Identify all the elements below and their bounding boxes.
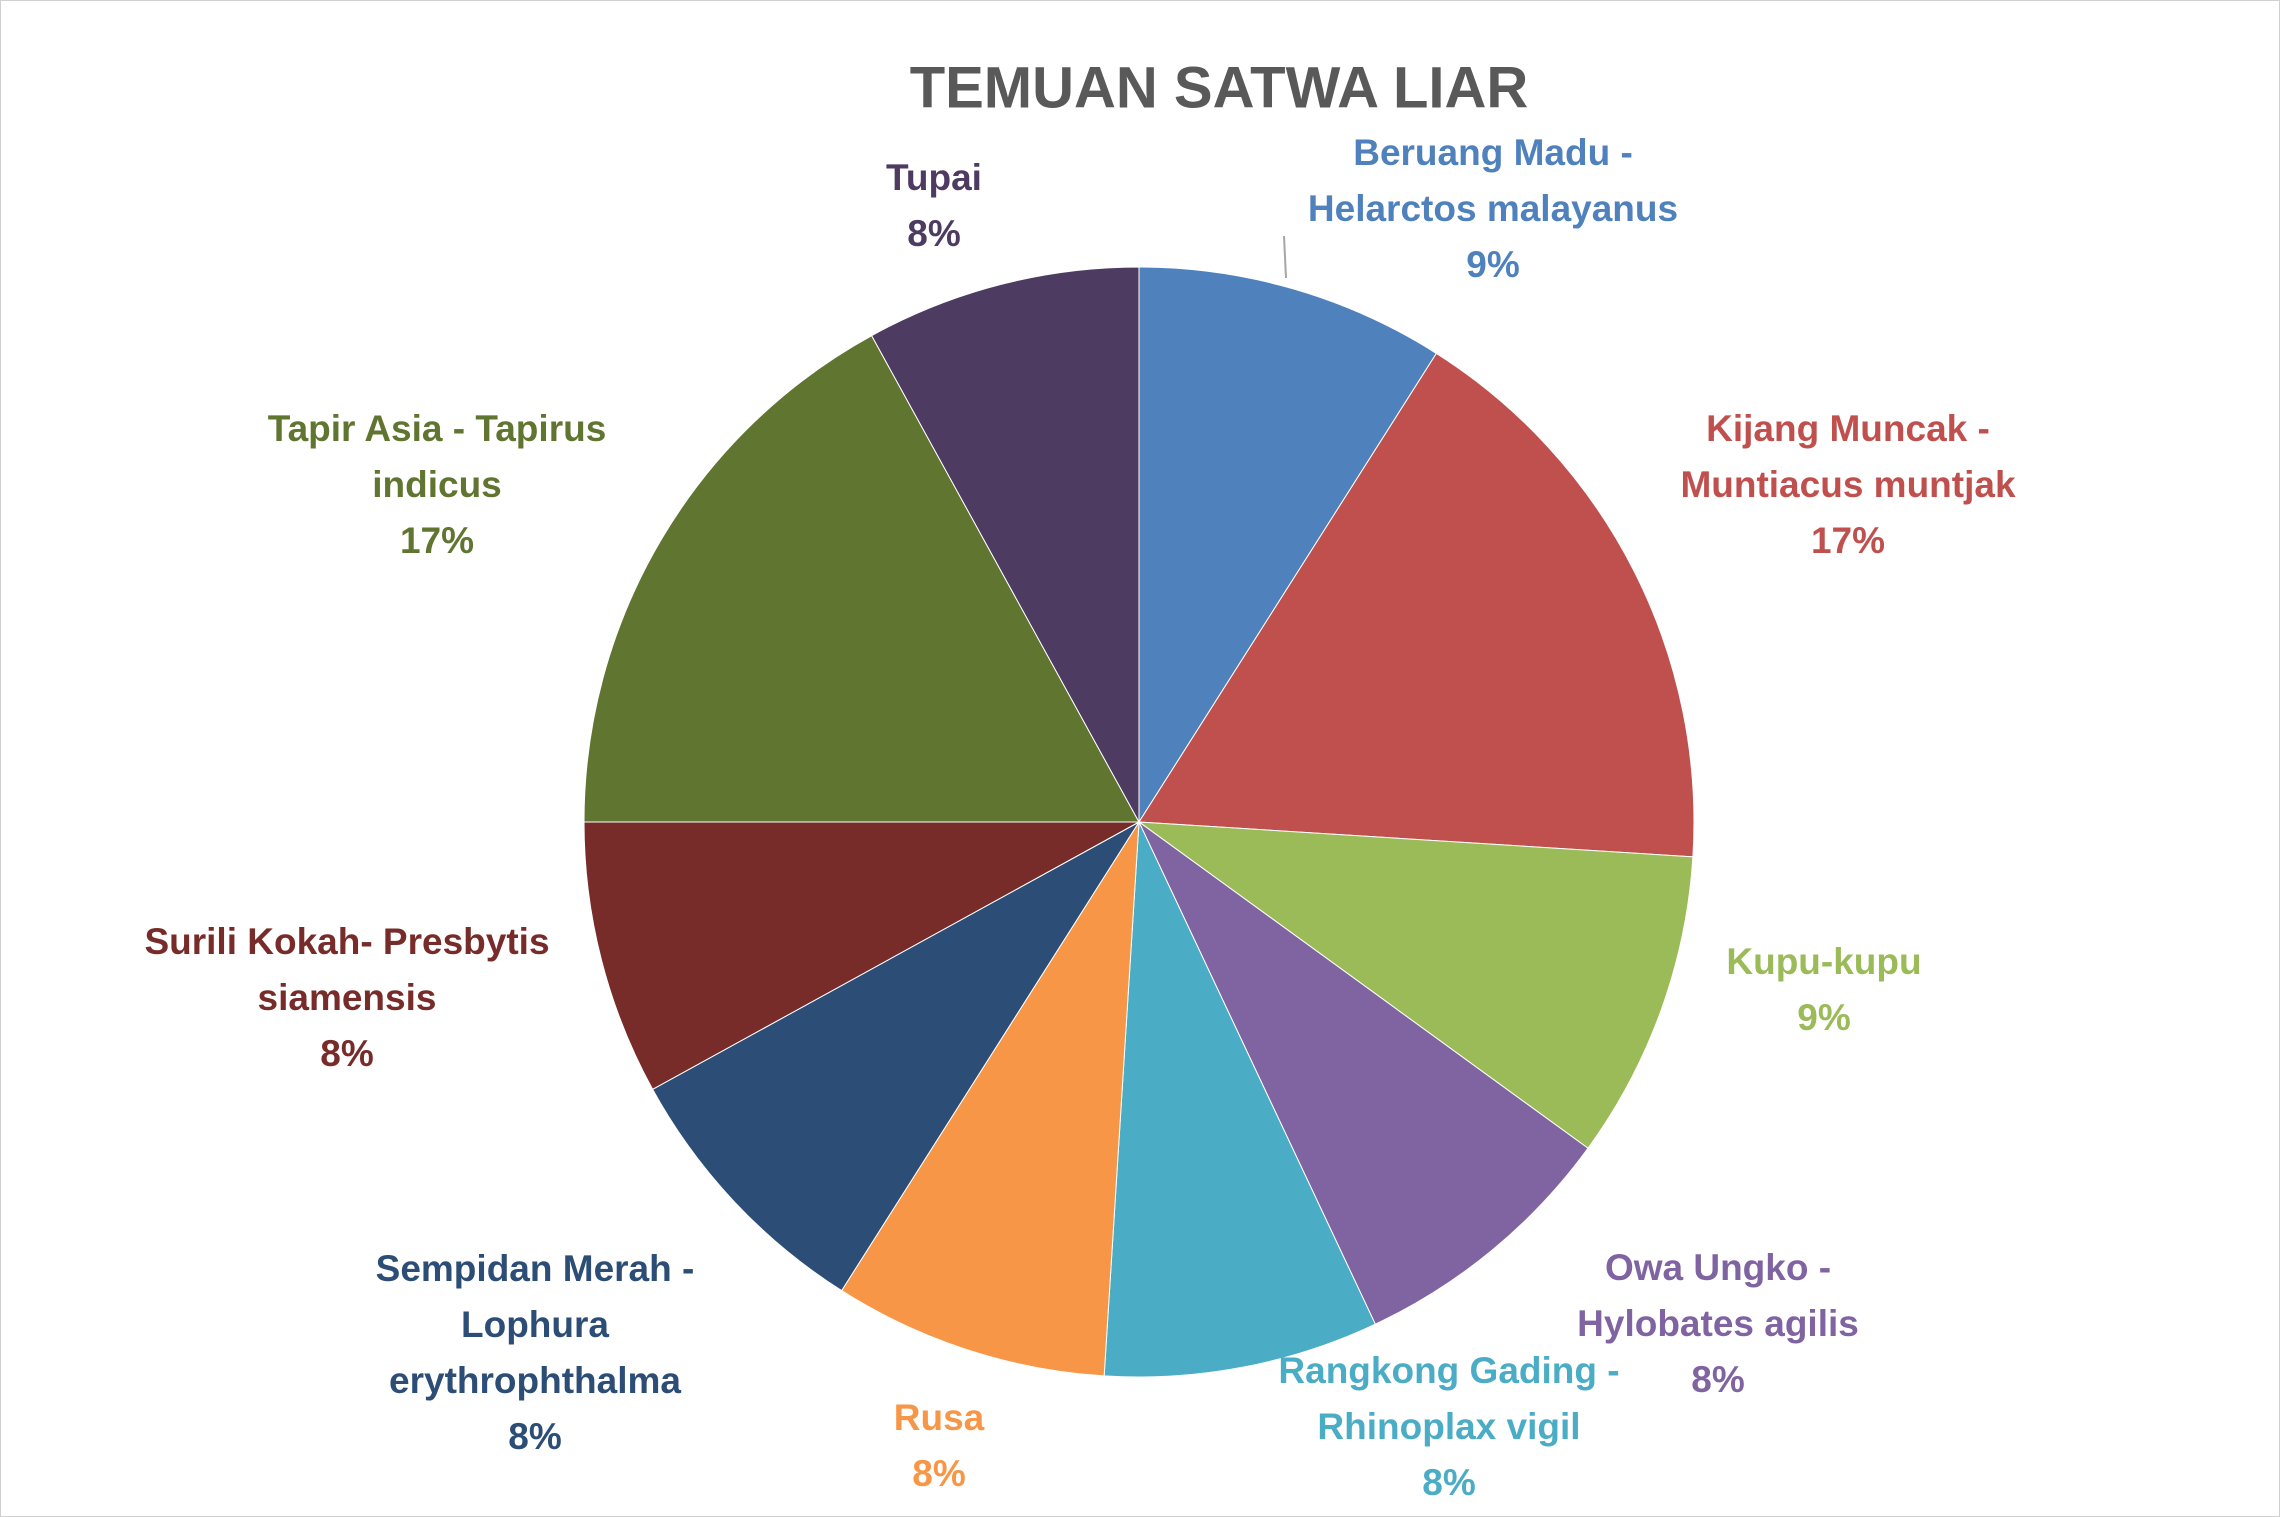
pie-slice [1138, 266, 1438, 824]
pie-slice [1138, 352, 1695, 858]
value-label: 17% [399, 520, 475, 561]
value-label: 8% [1422, 1462, 1476, 1503]
value-label: 17% [1810, 520, 1886, 561]
data-label: Owa Ungko - Hylobates agilis 8% [1528, 1240, 1908, 1408]
value-label: 8% [1691, 1359, 1745, 1400]
pie-slice [1103, 821, 1376, 1378]
pie-slice [1137, 821, 1694, 1149]
data-label: Tapir Asia - Tapirus indicus 17% [207, 401, 667, 569]
value-label: 9% [1466, 244, 1520, 285]
value-label: 8% [907, 213, 961, 254]
data-label: Tupai 8% [834, 150, 1034, 262]
data-label: Kupu-kupu 9% [1674, 934, 1974, 1046]
data-label: Beruang Madu - Helarctos malayanus 9% [1273, 125, 1713, 293]
category-label: Rangkong Gading - Rhinoplax vigil [1278, 1350, 1620, 1447]
value-label: 8% [508, 1416, 562, 1457]
data-label: Surili Kokah- Presbytis siamensis 8% [87, 914, 607, 1082]
category-label: Kupu-kupu [1726, 941, 1922, 982]
pie-slice [870, 266, 1140, 823]
pie-slice [840, 821, 1140, 1377]
leader-line [1283, 235, 1287, 279]
category-label: Surili Kokah- Presbytis siamensis [144, 921, 550, 1018]
pie-slice [583, 334, 1140, 823]
category-label: Owa Ungko - Hylobates agilis [1577, 1247, 1859, 1344]
category-label: Beruang Madu - Helarctos malayanus [1307, 132, 1679, 229]
value-label: 9% [1797, 997, 1851, 1038]
chart-title: TEMUAN SATWA LIAR [909, 55, 1529, 121]
pie-slice [651, 821, 1140, 1292]
category-label: Rusa [893, 1397, 985, 1438]
category-label: Sempidan Merah - Lophura erythrophthalma [375, 1248, 695, 1401]
pie-slice [583, 821, 1140, 1091]
data-label: Sempidan Merah - Lophura erythrophthalma… [335, 1241, 735, 1465]
value-label: 8% [912, 1453, 966, 1494]
category-label: Tupai [886, 157, 982, 198]
data-label: Kijang Muncak - Muntiacus muntjak 17% [1638, 401, 2058, 569]
pie-slice [1138, 821, 1589, 1325]
value-label: 8% [320, 1033, 374, 1074]
category-label: Kijang Muncak - Muntiacus muntjak [1680, 408, 2016, 505]
data-label: Rangkong Gading - Rhinoplax vigil 8% [1239, 1343, 1659, 1511]
category-label: Tapir Asia - Tapirus indicus [267, 408, 607, 505]
data-label: Rusa 8% [839, 1390, 1039, 1502]
